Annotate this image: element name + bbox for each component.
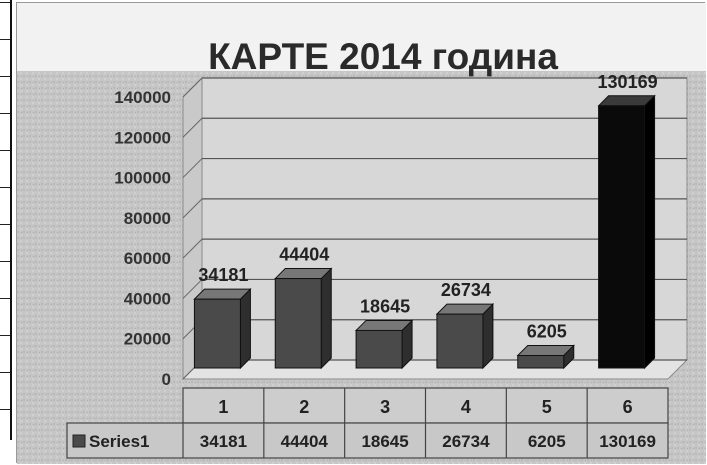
gridline-side: [182, 77, 203, 98]
bar-2: [274, 267, 333, 370]
data-label: 6205: [527, 322, 567, 342]
bar-side: [482, 302, 494, 370]
table-rule: [0, 224, 10, 225]
y-tick-label: 20000: [124, 330, 171, 349]
bar-face: [436, 313, 484, 369]
table-rule: [0, 113, 10, 114]
bar-top: [597, 95, 656, 107]
table-value: 34181: [200, 432, 247, 451]
y-tick-label: 40000: [124, 289, 171, 308]
category-label: 2: [299, 397, 309, 417]
series-name: Series1: [89, 432, 150, 451]
data-label: 34181: [198, 265, 248, 285]
gridline-side: [182, 279, 203, 299]
chart-title: КАРТЕ 2014 година: [208, 36, 558, 77]
gridline-side: [182, 198, 203, 219]
bar-face: [274, 278, 322, 369]
table-value: 130169: [599, 432, 656, 451]
table-rule: [0, 187, 10, 188]
gridline-side: [182, 158, 203, 178]
legend-key: [72, 434, 86, 448]
y-tick-label: 100000: [114, 169, 171, 188]
gridline-side: [182, 117, 203, 138]
category-label: 3: [380, 397, 390, 417]
y-tick-label: 140000: [114, 88, 171, 107]
data-label: 18645: [360, 296, 410, 316]
y-tick-label: 60000: [124, 249, 171, 268]
table-rule: [0, 39, 10, 40]
bar-face: [193, 298, 241, 369]
bar-top: [274, 268, 333, 280]
title-band: [17, 3, 706, 71]
table-value: 44404: [281, 432, 329, 451]
bar-side: [644, 94, 656, 370]
bar-3: [354, 319, 414, 370]
adjacent-table-edge: [0, 0, 12, 440]
bar-face: [598, 105, 646, 369]
data-label: 44404: [279, 245, 329, 265]
table-rule: [0, 2, 10, 3]
table-rule: [0, 76, 10, 77]
bar-side: [239, 287, 251, 370]
bar-top: [193, 288, 252, 300]
table-rule: [0, 261, 10, 262]
bar-4: [435, 302, 495, 370]
table-rule: [0, 409, 10, 410]
bar-top: [516, 345, 575, 357]
table-value: 18645: [361, 432, 408, 451]
bar-side: [320, 267, 332, 370]
table-value: 6205: [528, 432, 566, 451]
category-label: 5: [542, 397, 552, 417]
table-data-row: [66, 422, 669, 459]
y-tick-label: 120000: [114, 128, 171, 147]
data-label: 130169: [598, 72, 658, 92]
bar-face: [517, 355, 565, 369]
table-rule: [0, 372, 10, 373]
table-rule: [0, 150, 10, 151]
data-label: 26734: [441, 280, 491, 300]
bar-5: [516, 344, 575, 370]
y-tick-label: 0: [162, 370, 171, 389]
bar-6: [597, 94, 656, 370]
category-label: 1: [218, 397, 228, 417]
bar-1: [193, 287, 252, 370]
bar-top: [354, 319, 414, 331]
gridline-side: [182, 238, 203, 259]
category-label: 4: [461, 397, 471, 417]
table-rule: [0, 298, 10, 299]
y-tick-label: 80000: [124, 209, 171, 228]
table-value: 26734: [442, 432, 490, 451]
bar-face: [355, 329, 403, 369]
bar-top: [435, 303, 495, 315]
table-rule: [0, 335, 10, 336]
category-label: 6: [623, 397, 633, 417]
chart-frame: КАРТЕ 2014 година 140000 120000 100000 8000…: [16, 2, 706, 464]
bar-chart: КАРТЕ 2014 година 1400001200001000008000…: [17, 3, 706, 464]
